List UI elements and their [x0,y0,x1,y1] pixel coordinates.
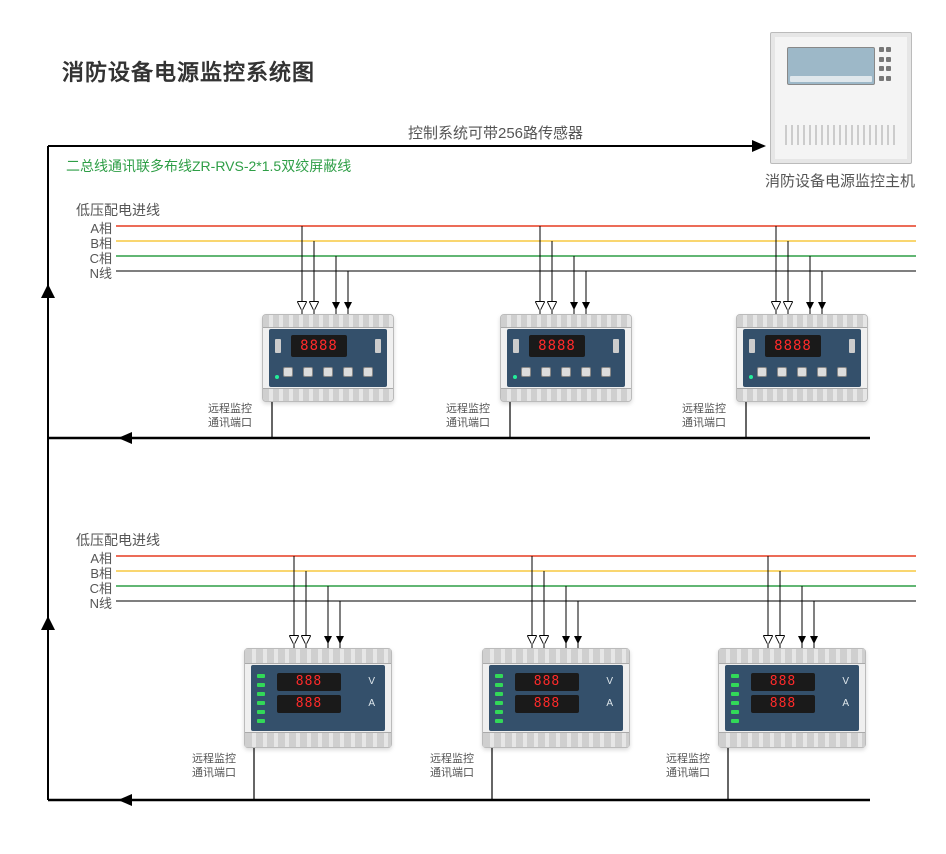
tap-arrow-icon [302,636,310,644]
unit-v: V [842,673,849,691]
tap-arrow-icon [810,636,818,644]
tap-arrow-icon [332,302,340,310]
device-display-a: 888 [277,695,341,713]
port-label-line1: 远程监控 [682,403,726,415]
sensor-device-b: 888 888 V A [482,648,630,748]
port-label-line2: 通讯端口 [192,767,236,779]
port-label: 远程监控 通讯端口 [208,402,252,430]
tap-arrow-icon [798,636,806,644]
device-display-v: 888 [751,673,815,691]
tap-arrow-icon [540,636,548,644]
device-display: 8888 [529,335,585,357]
port-label-line1: 远程监控 [208,403,252,415]
host-label: 消防设备电源监控主机 [750,170,930,191]
sensor-device-a: 8888 [262,314,392,400]
tap-arrow-icon [562,636,570,644]
port-label: 远程监控 通讯端口 [682,402,726,430]
device-display: 8888 [291,335,347,357]
bus-wire-spec: 二总线通讯联多布线ZR-RVS-2*1.5双绞屏蔽线 [66,156,351,176]
phase-n-label: N线 [72,593,112,612]
host-vent-icon [785,125,897,145]
tap-arrow-icon [344,302,352,310]
tap-arrow-icon [298,302,306,310]
unit-a: A [368,695,375,713]
bus-up-arrow-icon [41,284,55,298]
tap-arrow-icon [310,302,318,310]
tap-arrow-icon [290,636,298,644]
port-label: 远程监控 通讯端口 [192,752,236,780]
top-note: 控制系统可带256路传感器 [408,122,583,143]
bus-left-arrow-icon [118,432,132,444]
bus-header-2: 低压配电进线 [76,530,160,550]
port-label-line1: 远程监控 [666,753,710,765]
tap-arrow-icon [336,636,344,644]
sensor-device-a: 8888 [736,314,866,400]
device-display: 8888 [765,335,821,357]
tap-arrow-icon [574,636,582,644]
port-label-line2: 通讯端口 [682,417,726,429]
sensor-device-b: 888 888 V A [244,648,392,748]
tap-arrow-icon [548,302,556,310]
port-label-line1: 远程监控 [192,753,236,765]
device-display-v: 888 [277,673,341,691]
host-buttons-icon [879,47,893,83]
tap-arrow-icon [806,302,814,310]
page-title: 消防设备电源监控系统图 [62,55,315,87]
tap-arrow-icon [776,636,784,644]
unit-a: A [606,695,613,713]
port-label: 远程监控 通讯端口 [446,402,490,430]
port-label-line2: 通讯端口 [446,417,490,429]
sensor-device-b: 888 888 V A [718,648,866,748]
port-label: 远程监控 通讯端口 [666,752,710,780]
bus-left-arrow-icon [118,794,132,806]
port-label-line2: 通讯端口 [666,767,710,779]
monitor-host-device [770,32,912,164]
tap-arrow-icon [536,302,544,310]
unit-v: V [368,673,375,691]
tap-arrow-icon [324,636,332,644]
port-label-line2: 通讯端口 [208,417,252,429]
sensor-device-a: 8888 [500,314,630,400]
port-label-line2: 通讯端口 [430,767,474,779]
tap-arrow-icon [772,302,780,310]
port-label-line1: 远程监控 [430,753,474,765]
bus-up-arrow-icon [41,616,55,630]
device-display-v: 888 [515,673,579,691]
device-display-a: 888 [515,695,579,713]
tap-arrow-icon [528,636,536,644]
port-label: 远程监控 通讯端口 [430,752,474,780]
unit-v: V [606,673,613,691]
tap-arrow-icon [582,302,590,310]
tap-arrow-icon [570,302,578,310]
host-screen-icon [787,47,875,85]
tap-arrow-icon [784,302,792,310]
arrow-to-host-icon [752,140,766,152]
phase-n-label: N线 [72,263,112,282]
port-label-line1: 远程监控 [446,403,490,415]
unit-a: A [842,695,849,713]
device-display-a: 888 [751,695,815,713]
tap-arrow-icon [764,636,772,644]
bus-header-1: 低压配电进线 [76,200,160,220]
tap-arrow-icon [818,302,826,310]
